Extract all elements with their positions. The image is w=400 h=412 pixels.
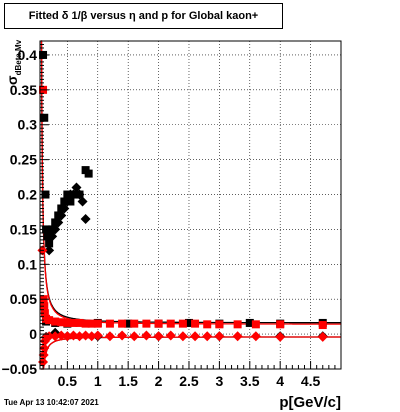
diamond-marker — [104, 331, 115, 342]
diamond-marker — [202, 331, 213, 342]
diamond-marker — [74, 189, 85, 200]
square-marker — [215, 320, 224, 329]
square-marker — [57, 318, 66, 327]
x-tick-label: 0.5 — [58, 373, 78, 389]
y-tick-label: 0.35 — [10, 82, 37, 98]
x-tick-label: 3 — [215, 373, 223, 389]
chart-title: Fitted δ 1/β versus η and p for Global k… — [4, 3, 283, 29]
diamond-marker — [62, 196, 73, 207]
square-marker — [63, 318, 72, 327]
fit-curve — [40, 336, 341, 370]
square-marker — [40, 113, 49, 122]
diamond-marker — [56, 210, 67, 221]
square-marker — [118, 319, 127, 328]
diamond-marker — [44, 245, 55, 256]
diamond-marker — [317, 331, 328, 342]
diamond-marker — [275, 331, 286, 342]
x-tick-label: 3.5 — [240, 373, 260, 389]
square-marker — [93, 319, 102, 328]
diamond-marker — [250, 331, 261, 342]
square-marker — [51, 317, 60, 326]
diamond-marker — [80, 330, 91, 341]
y-tick-label: 0.4 — [18, 47, 38, 63]
square-marker — [142, 319, 151, 328]
square-marker — [40, 302, 49, 311]
y-tick-label: −0.05 — [2, 361, 38, 377]
y-tick-label: 0 — [29, 326, 37, 342]
diamond-marker — [92, 330, 103, 341]
square-marker — [69, 318, 78, 327]
diamond-marker — [165, 330, 176, 341]
square-marker — [166, 319, 175, 328]
x-tick-label: 1 — [94, 373, 102, 389]
y-axis-title: σdBeta Mv — [4, 40, 23, 85]
square-marker — [178, 319, 187, 328]
square-marker — [105, 319, 114, 328]
diamond-marker — [39, 343, 50, 354]
square-marker — [203, 320, 212, 329]
diamond-marker — [74, 331, 85, 342]
timestamp: Tue Apr 13 10:42:07 2021 — [4, 398, 99, 407]
diamond-marker — [153, 331, 164, 342]
square-marker — [245, 318, 254, 327]
diamond-marker — [214, 331, 225, 342]
x-tick-label: 2 — [155, 373, 163, 389]
diamond-marker — [129, 331, 140, 342]
diamond-marker — [232, 331, 243, 342]
diamond-marker — [50, 224, 61, 235]
square-marker — [251, 320, 260, 329]
x-tick-label: 4 — [276, 373, 284, 389]
y-tick-label: 0.1 — [18, 256, 38, 272]
square-marker — [45, 316, 54, 325]
square-marker — [318, 321, 327, 330]
diamond-marker — [77, 196, 88, 207]
diamond-marker — [141, 330, 152, 341]
x-axis-title: p[GeV/c] — [279, 394, 341, 411]
diamond-marker — [86, 331, 97, 342]
x-tick-label: 2.5 — [179, 373, 199, 389]
diamond-marker — [190, 331, 201, 342]
square-marker — [276, 320, 285, 329]
diamond-marker — [80, 213, 91, 224]
fit-curve — [40, 336, 341, 370]
square-marker — [40, 309, 49, 318]
square-marker — [191, 319, 200, 328]
diamond-marker — [71, 182, 82, 193]
diamond-marker — [68, 330, 79, 341]
diamond-marker — [62, 331, 73, 342]
square-marker — [130, 319, 139, 328]
diamond-marker — [177, 331, 188, 342]
square-marker — [124, 319, 133, 328]
x-tick-label: 4.5 — [301, 373, 321, 389]
diamond-marker — [68, 189, 79, 200]
square-marker — [233, 320, 242, 329]
diamond-marker — [56, 330, 67, 341]
square-marker — [81, 319, 90, 328]
y-tick-label: 0.05 — [10, 291, 37, 307]
x-tick-label: 1.5 — [118, 373, 138, 389]
diamond-marker — [50, 331, 61, 342]
square-marker — [45, 239, 54, 248]
diamond-marker — [53, 217, 64, 228]
square-marker — [184, 318, 193, 327]
data-markers — [37, 50, 328, 368]
square-marker — [84, 169, 93, 178]
y-tick-label: 0.25 — [10, 152, 37, 168]
square-marker — [154, 319, 163, 328]
square-marker — [87, 319, 96, 328]
y-axis-title-main: σ — [4, 75, 20, 85]
axes: 0.5 1 1.5 2 2.5 3 3.5 4 4.5 −0.05 0 0.05 0.1 0.15 0.2 0… — [2, 40, 336, 389]
y-axis-title-sub: dBeta Mv — [14, 39, 24, 76]
fit-curve — [40, 40, 341, 325]
diamond-marker — [59, 203, 70, 214]
diamond-marker — [117, 330, 128, 341]
y-tick-label: 0.2 — [18, 187, 38, 203]
diamond-marker — [47, 231, 58, 242]
y-tick-label: 0.3 — [18, 117, 38, 133]
fit-curve — [40, 40, 341, 324]
y-tick-label: 0.15 — [10, 221, 37, 237]
square-marker — [75, 318, 84, 327]
